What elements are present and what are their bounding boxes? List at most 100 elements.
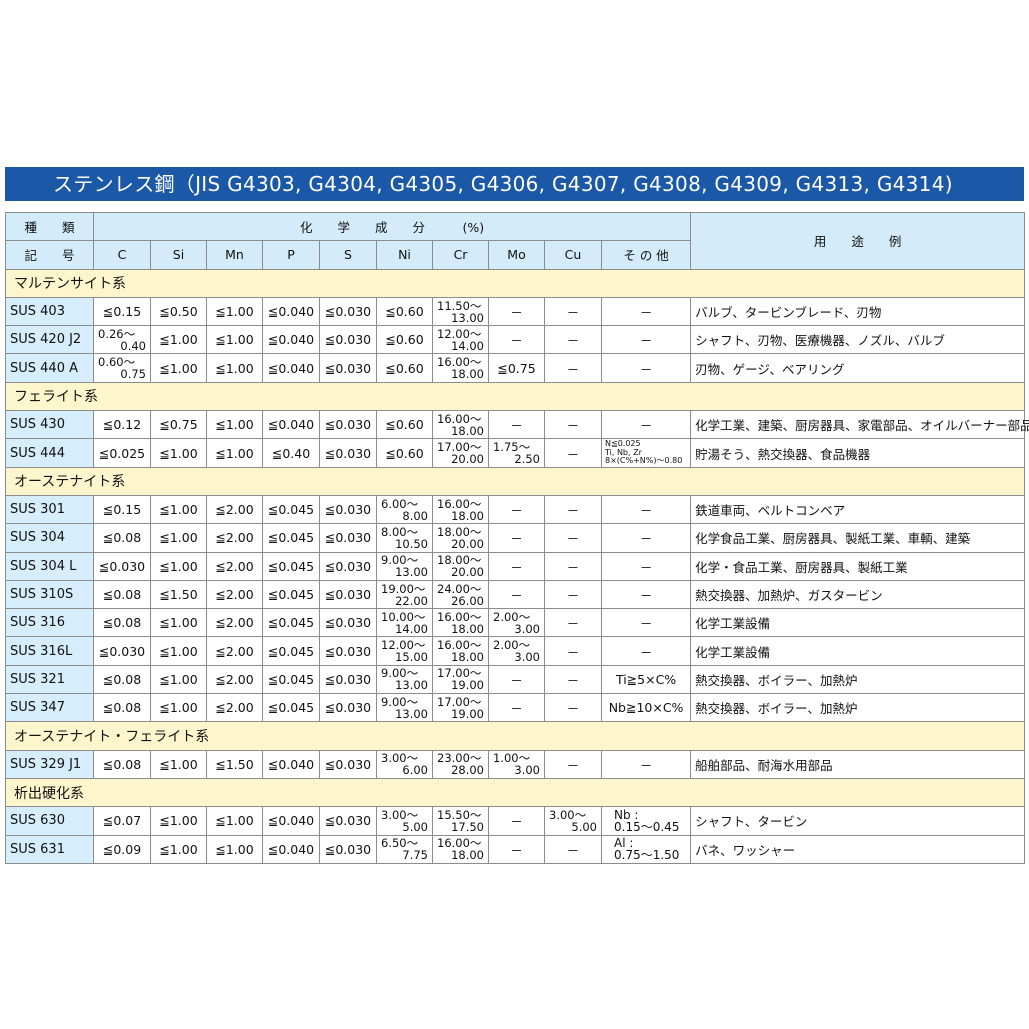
range-min: 6.50～ xyxy=(381,836,419,851)
value-cell: ≦1.00 xyxy=(150,806,207,836)
range-max: 3.00 xyxy=(514,763,540,778)
value-cell: ≦0.040 xyxy=(262,325,320,355)
range-cell: 1.75～ 2.50 xyxy=(488,438,545,468)
range-cell: 3.00～ 6.00 xyxy=(376,749,433,779)
range-cell: 0.60～ 0.75 xyxy=(93,353,151,383)
table-row: SUS 430 ≦0.12 ≦0.75 ≦1.00 ≦0.040 ≦0.030 ≦0.60 1… xyxy=(5,410,1029,440)
value-cell: － xyxy=(544,325,602,355)
table-row: SUS 316L ≦0.030 ≦1.00 ≦2.00 ≦0.045 ≦0.030 12.0… xyxy=(5,636,1025,666)
range-cell: 3.00～ 5.00 xyxy=(376,806,433,836)
column-header: Si xyxy=(150,240,207,270)
header-row-2: 記 号 C Si Mn P S Ni Cr Mo Cu そ の 他 xyxy=(5,240,1025,270)
range-min: 9.00～ xyxy=(381,694,419,709)
table-row: SUS 321 ≦0.08 ≦1.00 ≦2.00 ≦0.045 ≦0.030 9.00～ 1… xyxy=(5,664,1025,695)
value-cell: － xyxy=(600,353,692,383)
value-cell: ≦0.045 xyxy=(262,608,320,638)
value-cell: ≦2.00 xyxy=(206,608,263,638)
value-cell: ≦1.00 xyxy=(150,749,207,779)
range-max: 18.00 xyxy=(451,508,484,523)
value-cell: ≦0.15 xyxy=(93,494,151,525)
grade-name: SUS 444 xyxy=(5,438,94,468)
value-cell: ≦0.040 xyxy=(262,806,320,836)
value-cell: － xyxy=(488,806,545,836)
value-cell: － xyxy=(600,494,692,525)
other-cell: Nb :0.15～0.45 xyxy=(600,806,692,836)
range-cell: 1.00～ 3.00 xyxy=(488,749,545,779)
range-cell: 16.00～ 18.00 xyxy=(432,494,489,525)
range-max: 19.00 xyxy=(451,678,484,693)
range-max: 22.00 xyxy=(395,593,428,608)
range-min: 17.00～ xyxy=(437,440,482,455)
value-cell: ≦0.030 xyxy=(319,608,377,638)
range-cell: 19.00～ 22.00 xyxy=(376,579,433,610)
usage-label: 用 途 例 xyxy=(690,212,1025,270)
table-row: SUS 440 A 0.60～ 0.75 ≦1.00 ≦1.00 ≦0.040 ≦0.030… xyxy=(5,353,1025,383)
range-max: 5.00 xyxy=(571,819,597,834)
range-cell: 10.00～ 14.00 xyxy=(376,608,433,638)
value-cell: ≦0.030 xyxy=(93,551,151,581)
range-min: 3.00～ xyxy=(381,807,419,822)
value-cell: ≦0.045 xyxy=(262,579,320,610)
value-cell: ≦0.08 xyxy=(93,608,151,638)
value-cell: ≦1.50 xyxy=(206,749,263,779)
table-row: SUS 347 ≦0.08 ≦1.00 ≦2.00 ≦0.045 ≦0.030 9.00～ 1… xyxy=(5,693,1025,723)
value-cell: － xyxy=(488,325,545,355)
range-min: 6.00～ xyxy=(381,496,419,511)
value-cell: － xyxy=(544,749,602,779)
value-cell: ≦0.030 xyxy=(319,664,377,695)
usage-cell: シャフト、刃物、医療機器、ノズル、バルブ xyxy=(690,325,1025,355)
usage-cell: 熱交換器、ボイラー、加熱炉 xyxy=(690,664,1025,695)
range-max: 18.00 xyxy=(451,650,484,665)
grade-name: SUS 420 J2 xyxy=(5,325,94,355)
range-min: 18.00～ xyxy=(437,524,482,539)
value-cell: － xyxy=(544,664,602,695)
range-cell: 24.00～ 26.00 xyxy=(432,579,489,610)
range-max: 0.40 xyxy=(120,338,146,353)
range-cell: 16.00～ 18.00 xyxy=(432,353,489,383)
column-header: Cu xyxy=(544,240,602,270)
range-max: 3.00 xyxy=(514,621,540,636)
value-cell: ≦0.08 xyxy=(93,664,151,695)
range-min: 2.00～ xyxy=(493,609,531,624)
table-row: SUS 304 ≦0.08 ≦1.00 ≦2.00 ≦0.045 ≦0.030 8.00～ 1… xyxy=(5,523,1025,553)
value-cell: ≦2.00 xyxy=(206,551,263,581)
value-cell: ≦0.08 xyxy=(93,693,151,723)
range-min: 19.00～ xyxy=(381,581,426,596)
value-cell: ≦0.045 xyxy=(262,636,320,666)
value-cell: － xyxy=(488,523,545,553)
grade-name: SUS 631 xyxy=(5,834,94,864)
table-row: SUS 444 ≦0.025 ≦1.00 ≦1.00 ≦0.40 ≦0.030 ≦0.60 1… xyxy=(5,438,1025,468)
other-line: Al : xyxy=(614,836,634,851)
range-min: 8.00～ xyxy=(381,524,419,539)
usage-cell: 化学食品工業、厨房器具、製紙工業、車輌、建築 xyxy=(690,523,1025,553)
range-cell: 8.00～ 10.50 xyxy=(376,523,433,553)
value-cell: － xyxy=(544,296,602,327)
value-cell: － xyxy=(600,636,692,666)
other-line: 0.75～1.50 xyxy=(614,848,680,863)
value-cell: ≦2.00 xyxy=(206,579,263,610)
value-cell: ≦1.00 xyxy=(206,834,263,864)
range-cell: 16.00～ 18.00 xyxy=(432,834,489,864)
range-max: 13.00 xyxy=(395,706,428,721)
value-cell: － xyxy=(600,579,692,610)
value-cell: ≦0.030 xyxy=(319,410,377,440)
value-cell: ≦1.00 xyxy=(206,353,263,383)
range-max: 13.00 xyxy=(395,565,428,580)
range-max: 13.00 xyxy=(395,678,428,693)
value-cell: － xyxy=(488,834,545,864)
column-header: Mn xyxy=(206,240,263,270)
value-cell: ≦1.00 xyxy=(206,806,263,836)
value-cell: ≦1.00 xyxy=(150,325,207,355)
range-cell: 17.00～ 20.00 xyxy=(432,438,489,468)
range-cell: 0.26～ 0.40 xyxy=(93,325,151,355)
grade-name: SUS 310S xyxy=(5,579,94,610)
column-header: そ の 他 xyxy=(600,240,692,270)
category-label: オーステナイト系 xyxy=(5,466,1025,496)
usage-cell: 熱交換器、加熱炉、ガスタービン xyxy=(690,579,1025,610)
grade-name: SUS 316 xyxy=(5,608,94,638)
category-label: フェライト系 xyxy=(5,381,1025,412)
value-cell: ≦2.00 xyxy=(206,523,263,553)
value-cell: － xyxy=(488,296,545,327)
value-cell: ≦1.00 xyxy=(150,353,207,383)
range-min: 12.00～ xyxy=(381,638,426,653)
